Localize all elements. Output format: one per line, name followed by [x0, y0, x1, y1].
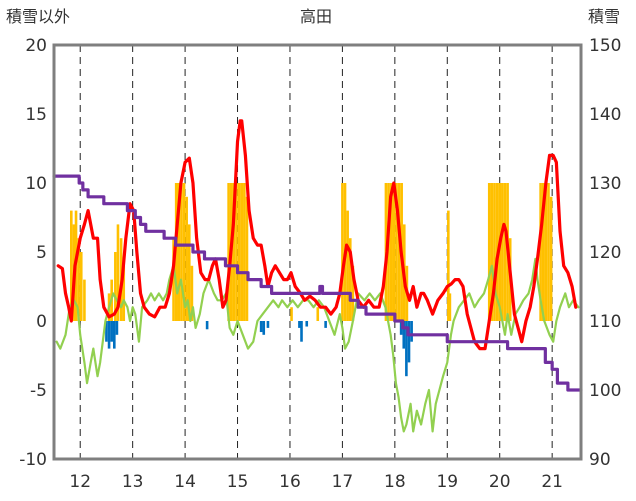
bar — [407, 321, 411, 363]
bar — [107, 321, 111, 349]
y-left-tick-label: 15 — [25, 105, 47, 125]
bar — [410, 321, 413, 342]
bar — [298, 321, 301, 328]
bar — [305, 321, 309, 327]
x-tick-label: 14 — [174, 472, 196, 492]
bar — [243, 183, 246, 321]
bar — [115, 321, 119, 335]
y-left-axis-label: 積雪以外 — [6, 7, 70, 26]
y-right-tick-labels: 150 140 130 120 110 100 90 — [589, 36, 621, 470]
bar — [397, 183, 401, 321]
bar — [351, 265, 355, 321]
x-tick-label: 19 — [436, 472, 458, 492]
bar — [190, 265, 194, 321]
x-tick-label: 12 — [69, 472, 91, 492]
bar — [547, 183, 550, 321]
bar — [348, 238, 352, 321]
x-tick-label: 21 — [541, 472, 563, 492]
y-right-tick-label: 120 — [589, 243, 621, 263]
bar — [493, 183, 496, 321]
bar — [227, 183, 230, 321]
bar — [77, 238, 80, 321]
plot-frame — [52, 43, 583, 461]
snowfall-loss-bars — [105, 321, 413, 377]
bar — [324, 321, 327, 328]
bar — [487, 183, 491, 321]
y-left-tick-label: -10 — [19, 450, 47, 470]
bar — [113, 321, 116, 349]
bar — [116, 224, 120, 321]
bar — [182, 183, 186, 321]
bar — [180, 183, 183, 321]
x-tick-label: 13 — [122, 472, 144, 492]
bar — [266, 321, 270, 328]
bar — [79, 252, 83, 321]
bar — [177, 183, 181, 321]
bar — [114, 252, 117, 321]
x-tick-label: 15 — [227, 472, 249, 492]
bar — [503, 183, 507, 321]
x-tick-label: 20 — [489, 472, 511, 492]
y-right-tick-label: 130 — [589, 174, 621, 194]
bar — [105, 321, 108, 342]
y-right-tick-label: 150 — [589, 36, 621, 56]
chart-title: 高田 — [300, 7, 332, 26]
bar — [405, 321, 408, 377]
bar — [549, 196, 553, 321]
bar — [501, 183, 504, 321]
x-tick-labels: 12 13 14 15 16 17 18 19 20 21 — [69, 472, 563, 492]
bar — [122, 265, 126, 321]
bar — [187, 224, 191, 321]
bar — [172, 238, 175, 321]
y-right-axis-label: 積雪 — [588, 7, 620, 26]
bar — [245, 196, 249, 321]
series-line — [52, 174, 583, 392]
y-left-tick-label: 10 — [25, 174, 47, 194]
bar — [232, 183, 236, 321]
bar — [300, 321, 303, 342]
bar — [447, 210, 450, 321]
y-left-tick-label: 20 — [25, 36, 47, 56]
x-tick-label: 16 — [279, 472, 301, 492]
bar — [389, 183, 393, 321]
bar — [240, 183, 244, 321]
series-line — [56, 119, 578, 351]
bar — [185, 196, 188, 321]
bar — [237, 183, 241, 321]
y-right-tick-label: 140 — [589, 105, 621, 125]
series-lines — [52, 119, 583, 433]
bar — [259, 321, 263, 333]
bar — [539, 183, 542, 321]
bar — [395, 183, 398, 321]
bar — [235, 183, 238, 321]
bar — [346, 210, 349, 321]
bar — [316, 307, 320, 321]
y-left-tick-label: 0 — [36, 312, 47, 332]
bar — [402, 321, 406, 349]
bar — [70, 210, 73, 321]
y-left-tick-label: -5 — [30, 381, 47, 401]
bar — [262, 321, 266, 335]
bar — [110, 321, 113, 342]
bar — [392, 183, 396, 321]
bar — [341, 183, 344, 321]
y-left-tick-labels: 20 15 10 5 0 -5 -10 — [19, 36, 47, 470]
x-gridlines — [79, 45, 553, 459]
bar — [205, 321, 209, 330]
bar — [83, 279, 86, 321]
x-tick-label: 18 — [384, 472, 406, 492]
bar — [541, 183, 545, 321]
bar — [290, 307, 293, 321]
y-right-tick-label: 90 — [589, 450, 611, 470]
bar — [544, 183, 548, 321]
bar — [448, 293, 452, 321]
y-left-tick-label: 5 — [36, 243, 47, 263]
y-right-tick-label: 100 — [589, 381, 621, 401]
x-tick-label: 17 — [332, 472, 354, 492]
bar — [490, 183, 494, 321]
y-right-tick-label: 110 — [589, 312, 621, 332]
